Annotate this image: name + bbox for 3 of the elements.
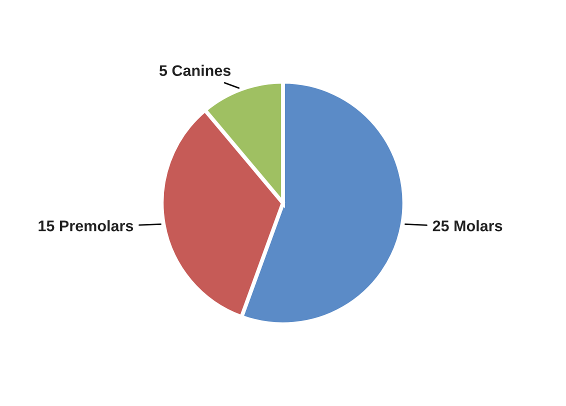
slice-label: 5 Canines [159, 64, 231, 76]
slice-label: 15 Premolars [38, 220, 134, 232]
slice-label: 25 Molars [432, 220, 502, 232]
